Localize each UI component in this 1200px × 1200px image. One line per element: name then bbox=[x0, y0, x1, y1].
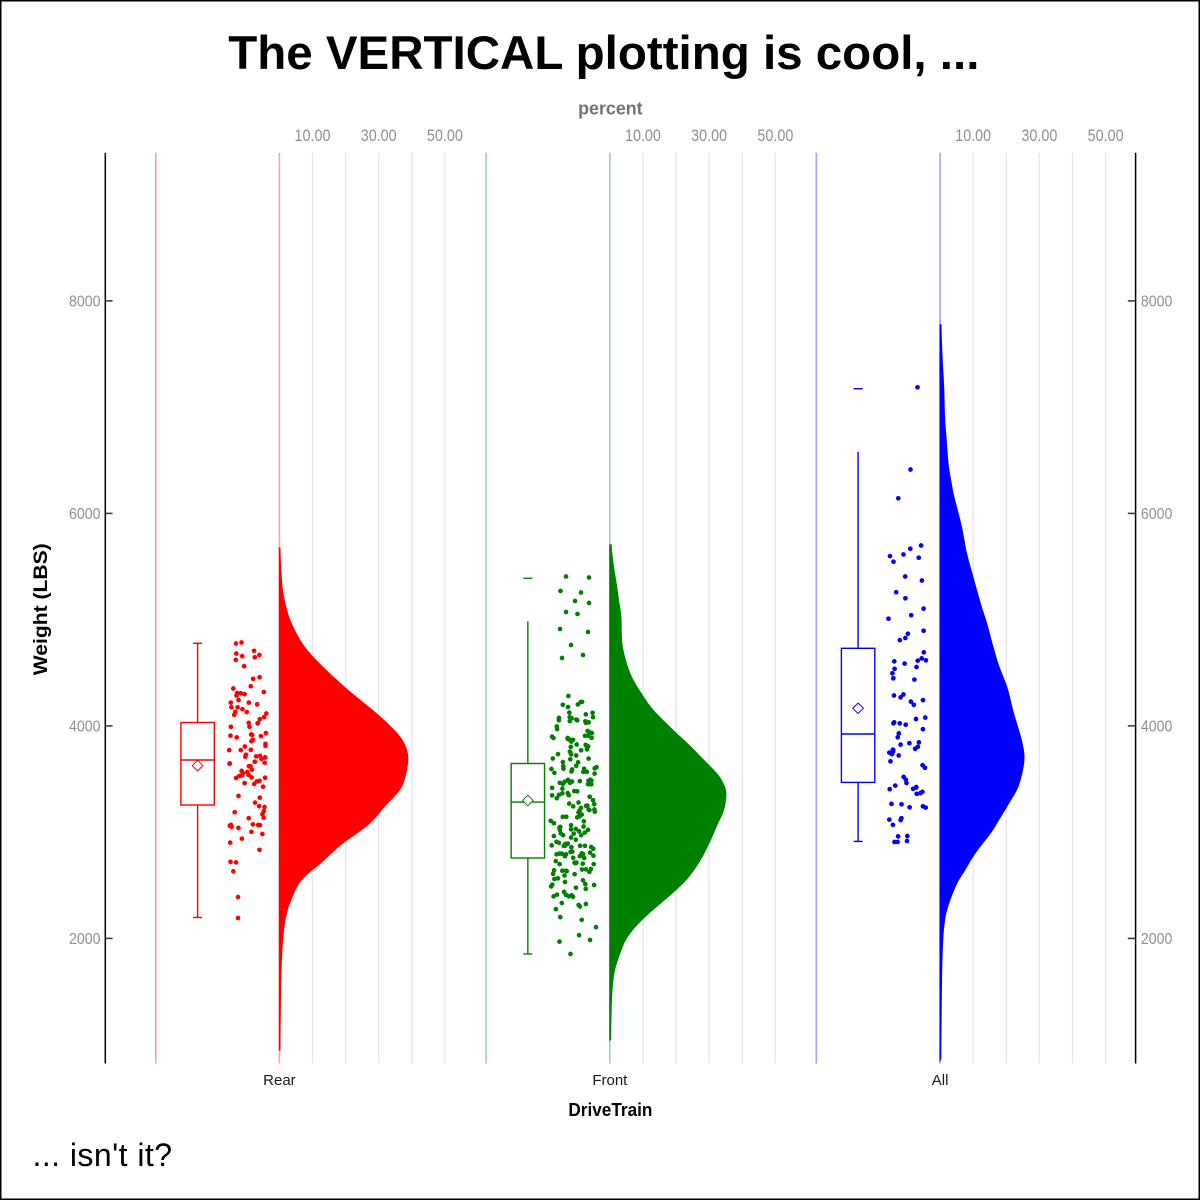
svg-text:The VERTICAL plotting is cool,: The VERTICAL plotting is cool, ... bbox=[228, 27, 979, 80]
svg-text:2000: 2000 bbox=[69, 931, 101, 948]
svg-text:All: All bbox=[932, 1072, 949, 1089]
svg-text:2000: 2000 bbox=[1141, 931, 1173, 948]
svg-text:4000: 4000 bbox=[69, 719, 101, 736]
svg-text:30.00: 30.00 bbox=[691, 126, 727, 145]
svg-text:percent: percent bbox=[578, 99, 643, 119]
svg-text:DriveTrain: DriveTrain bbox=[568, 1100, 652, 1120]
svg-text:50.00: 50.00 bbox=[427, 126, 463, 145]
svg-text:Front: Front bbox=[592, 1072, 628, 1089]
svg-text:Weight (LBS): Weight (LBS) bbox=[30, 543, 52, 675]
svg-text:8000: 8000 bbox=[69, 294, 101, 311]
svg-text:10.00: 10.00 bbox=[295, 126, 331, 145]
svg-text:10.00: 10.00 bbox=[955, 126, 991, 145]
svg-text:8000: 8000 bbox=[1141, 294, 1173, 311]
svg-text:4000: 4000 bbox=[1141, 719, 1173, 736]
svg-text:50.00: 50.00 bbox=[1088, 126, 1124, 145]
svg-text:6000: 6000 bbox=[69, 506, 101, 523]
svg-text:50.00: 50.00 bbox=[757, 126, 793, 145]
svg-text:... isn't it?: ... isn't it? bbox=[33, 1137, 173, 1173]
svg-text:Rear: Rear bbox=[263, 1072, 296, 1089]
svg-text:10.00: 10.00 bbox=[625, 126, 661, 145]
svg-text:30.00: 30.00 bbox=[1021, 126, 1057, 145]
svg-text:6000: 6000 bbox=[1141, 506, 1173, 523]
svg-text:30.00: 30.00 bbox=[361, 126, 397, 145]
